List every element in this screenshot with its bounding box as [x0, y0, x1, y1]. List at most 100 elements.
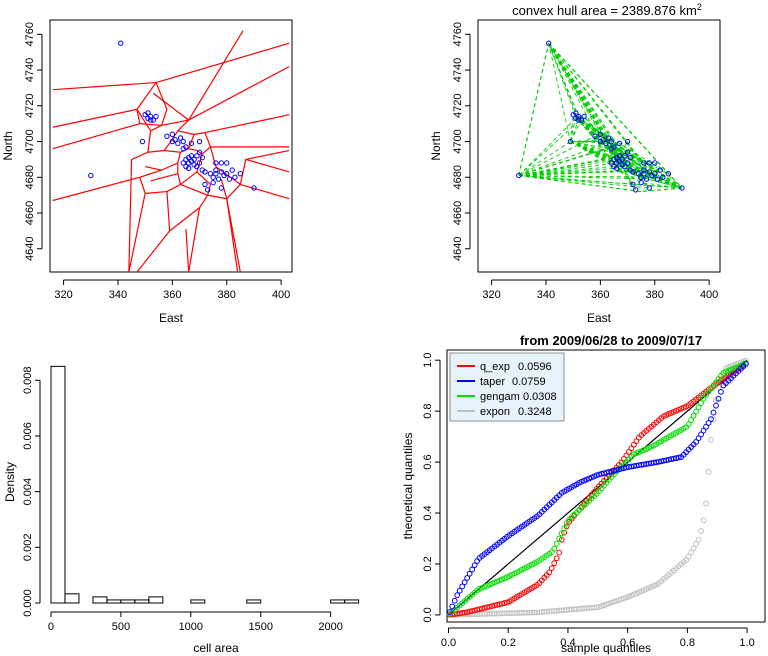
voronoi-edge: [128, 159, 133, 273]
hull-x-tick-label: 360: [591, 289, 609, 301]
voronoi-point: [180, 138, 186, 145]
hull-point: [603, 140, 609, 147]
voronoi-point: [188, 153, 195, 159]
voronoi-point: [147, 113, 154, 120]
legend-value-q-exp: 0.0596: [518, 361, 552, 373]
voronoi-point: [210, 179, 216, 186]
qq-x-axis: 0.0 0.2 0.4 0.6 0.8 1.0: [441, 627, 755, 649]
hull-point: [657, 167, 663, 173]
hull-lines: [518, 42, 683, 193]
voronoi-edge: [150, 124, 162, 132]
qq-point-q-exp: [501, 600, 508, 606]
hull-point: [646, 185, 653, 191]
voronoi-edge: [209, 146, 217, 167]
voronoi-edge: [245, 149, 290, 160]
qq-point-taper: [464, 575, 471, 581]
hull-point: [679, 185, 685, 191]
hull-point: [619, 156, 625, 163]
qq-point-taper: [449, 603, 456, 610]
hull-point: [638, 179, 644, 186]
hull-point: [630, 169, 636, 175]
qq-point-taper: [451, 597, 458, 604]
triangulation-edge: [548, 43, 577, 114]
hull-y-tick-label: 4680: [452, 165, 464, 189]
triangulation-edge: [616, 162, 642, 178]
triangulation-edge: [548, 43, 601, 142]
qq-x-tick-label: 0.8: [680, 637, 695, 649]
voronoi-edge: [204, 114, 290, 134]
qq-legend-box: [449, 352, 565, 422]
qq-point-expon: [608, 599, 615, 606]
voronoi-y-tick-label: 4640: [24, 237, 36, 261]
hull-x-tick-label: 380: [646, 289, 664, 301]
legend-name-taper: taper: [480, 376, 505, 388]
hull-x-tick-label: 400: [700, 289, 718, 301]
voronoi-x-axis: 320 340 360 380 400: [54, 279, 290, 301]
hull-point: [627, 154, 633, 161]
triangulation-edge: [570, 141, 620, 144]
triangulation-edge: [518, 116, 585, 176]
qq-y-tick-label: 0.2: [422, 556, 434, 571]
hull-point: [641, 167, 647, 173]
qq-reference-segment: [448, 359, 748, 616]
qq-y-tick-label: 0.0: [422, 607, 434, 622]
histogram-x-tick-label: 2000: [318, 621, 342, 633]
triangulation-edge: [616, 158, 650, 164]
qq-point-expon: [708, 436, 714, 443]
voronoi-edge: [52, 108, 138, 128]
histogram-bar: [246, 599, 262, 604]
qq-point-expon: [703, 500, 709, 507]
voronoi-edge: [139, 169, 162, 178]
triangulation-edge: [518, 155, 620, 176]
voronoi-point: [169, 131, 176, 138]
triangulation-edge: [548, 42, 653, 176]
qq-point-taper: [454, 592, 461, 598]
histogram-bar: [134, 599, 150, 604]
hull-point: [608, 160, 614, 166]
histogram-x-label: cell area: [193, 641, 239, 655]
triangulation-edge: [605, 141, 669, 175]
voronoi-y-tick-label: 4760: [24, 22, 36, 46]
triangulation-edge: [518, 169, 631, 176]
triangulation-edge: [548, 42, 669, 175]
voronoi-point: [117, 40, 124, 46]
qq-point-taper: [471, 562, 478, 569]
voronoi-y-tick-label: 4720: [24, 94, 36, 118]
legend-value-taper: 0.0759: [512, 376, 546, 388]
voronoi-edge: [150, 173, 178, 182]
histogram-bar: [120, 599, 136, 604]
qq-y-tick-label: 0.8: [422, 403, 434, 418]
hull-y-tick-label: 4760: [452, 22, 464, 46]
voronoi-edge: [164, 149, 181, 153]
voronoi-edge: [161, 162, 179, 171]
histogram-y-tick-label: 0.008: [22, 367, 34, 395]
voronoi-point: [185, 165, 192, 172]
histogram-bar: [148, 596, 164, 604]
triangulation-edge: [616, 157, 642, 178]
triangulation-edge: [605, 141, 653, 176]
qq-point-expon: [618, 596, 625, 603]
voronoi-point: [139, 138, 146, 145]
qq-point-expon: [695, 536, 702, 543]
voronoi-edge: [136, 82, 157, 110]
voronoi-edge: [166, 183, 181, 193]
voronoi-point: [213, 167, 219, 173]
voronoi-edge: [207, 184, 212, 196]
hull-y-label: North: [429, 131, 443, 160]
triangulation-edge: [641, 176, 683, 189]
qq-x-tick-label: 1.0: [739, 637, 754, 649]
qq-point-expon: [596, 603, 602, 610]
hull-point: [654, 176, 661, 182]
histogram-bar: [92, 596, 108, 604]
triangulation-edge: [570, 141, 642, 178]
triangulation-edge: [518, 162, 617, 176]
voronoi-edge: [245, 158, 290, 173]
qq-point-gengam: [685, 421, 692, 428]
voronoi-point: [169, 138, 176, 145]
hull-y-tick-label: 4720: [452, 94, 464, 118]
qq-plot-frame: [446, 349, 766, 623]
triangulation-edge: [518, 162, 650, 176]
voronoi-edge: [185, 229, 190, 273]
qq-point-q-exp: [551, 560, 558, 567]
